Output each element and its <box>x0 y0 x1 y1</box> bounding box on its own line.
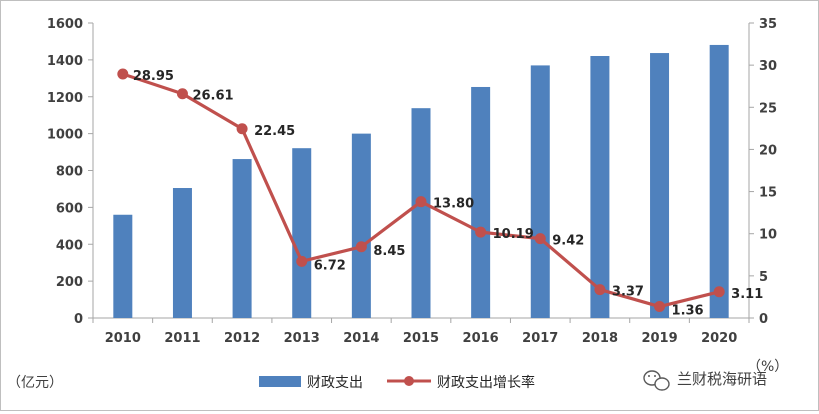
left-tick-label: 0 <box>74 312 83 327</box>
line-point <box>534 233 546 245</box>
x-tick-label: 2020 <box>701 331 737 346</box>
x-tick-label: 2017 <box>522 331 558 346</box>
x-tick-label: 2014 <box>343 331 379 346</box>
left-tick-label: 1600 <box>47 17 83 32</box>
left-tick-label: 400 <box>56 238 83 253</box>
bar <box>113 214 133 318</box>
x-tick-label: 2019 <box>641 331 677 346</box>
watermark: 兰财税海研语 <box>643 370 767 391</box>
x-tick-label: 2011 <box>164 331 200 346</box>
right-tick-label: 35 <box>759 17 777 32</box>
bar <box>709 44 729 319</box>
line-data-label: 3.37 <box>612 285 644 300</box>
bar <box>650 53 670 318</box>
legend-label-bar: 财政支出 <box>307 375 363 391</box>
line-data-label: 26.61 <box>192 89 233 104</box>
legend-bar-swatch <box>259 376 301 387</box>
left-tick-label: 600 <box>56 201 83 216</box>
x-tick-label: 2012 <box>224 331 260 346</box>
left-tick-label: 1000 <box>47 128 83 143</box>
legend: 财政支出 财政支出增长率 <box>259 374 535 391</box>
right-axis-unit-label: （%） <box>747 359 788 375</box>
legend-label-line: 财政支出增长率 <box>437 374 535 391</box>
right-tick-label: 10 <box>759 228 777 243</box>
line-data-label: 8.45 <box>373 244 405 259</box>
x-tick-label: 2013 <box>284 331 320 346</box>
bar <box>351 133 371 318</box>
line-data-label: 22.45 <box>254 124 295 139</box>
line-point <box>236 123 248 135</box>
x-tick-label: 2018 <box>582 331 618 346</box>
line-point <box>415 196 427 208</box>
bar <box>232 159 252 318</box>
line-point <box>117 68 129 80</box>
bar <box>411 108 431 319</box>
line-point <box>296 255 308 267</box>
left-tick-label: 800 <box>56 165 83 180</box>
line-point <box>713 286 725 298</box>
line-data-label: 10.19 <box>493 227 534 242</box>
left-axis-unit-label: （亿元） <box>7 375 63 391</box>
bar <box>530 65 550 318</box>
line-point <box>654 301 666 313</box>
legend-line-marker <box>404 376 414 386</box>
right-tick-label: 20 <box>759 143 777 158</box>
wechat-icon <box>643 370 670 391</box>
right-tick-label: 25 <box>759 101 777 116</box>
right-tick-label: 0 <box>759 312 768 327</box>
watermark-text: 兰财税海研语 <box>677 370 767 388</box>
line-data-label: 1.36 <box>672 304 704 319</box>
left-tick-label: 1400 <box>47 54 83 69</box>
bar <box>590 56 610 319</box>
left-tick-label: 1200 <box>47 91 83 106</box>
line-data-label: 6.72 <box>314 258 346 273</box>
line-point <box>475 226 487 238</box>
left-tick-label: 200 <box>56 275 83 290</box>
line-point <box>176 88 188 100</box>
line-data-label: 9.42 <box>552 234 584 249</box>
line-data-label: 28.95 <box>133 69 174 84</box>
bar <box>292 148 312 318</box>
right-tick-label: 15 <box>759 186 777 201</box>
right-tick-label: 30 <box>759 59 777 74</box>
line-data-label: 13.80 <box>433 197 474 212</box>
line-point <box>355 241 367 253</box>
line-data-label: 3.11 <box>731 287 763 302</box>
line-point <box>594 284 606 296</box>
right-tick-label: 5 <box>759 270 768 285</box>
bar <box>471 86 491 319</box>
bar <box>172 188 192 318</box>
x-tick-label: 2010 <box>105 331 141 346</box>
x-tick-label: 2015 <box>403 331 439 346</box>
x-tick-label: 2016 <box>463 331 499 346</box>
